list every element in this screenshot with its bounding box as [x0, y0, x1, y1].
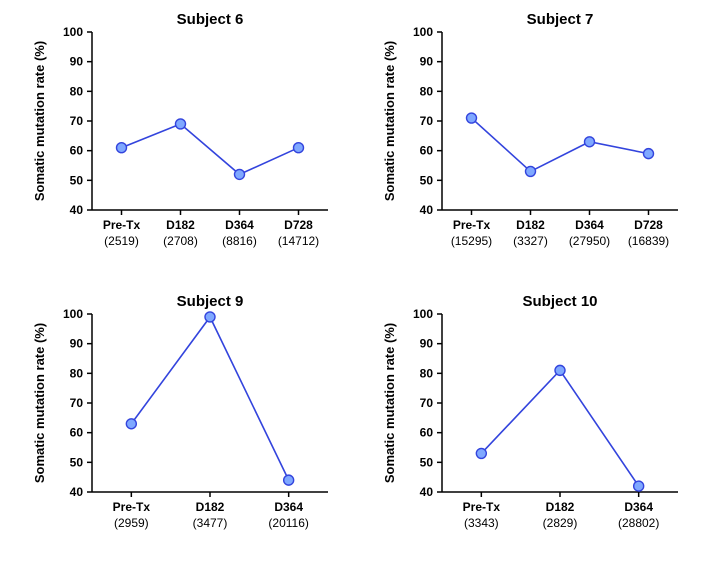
data-point	[126, 419, 136, 429]
data-point	[284, 475, 294, 485]
chart-panel: Subject 10 40 50 60 70 80 90 100 Somatic mutatio…	[370, 290, 690, 550]
y-tick-label: 60	[70, 144, 84, 158]
y-tick-label: 100	[413, 307, 433, 321]
figure-container: Subject 6 40 50 60 70 80 90 100 Somatic mutation…	[0, 0, 704, 568]
y-tick-label: 50	[70, 455, 84, 469]
y-tick-label: 50	[420, 455, 434, 469]
x-tick-count: (3327)	[513, 234, 548, 248]
x-tick-label: Pre-Tx	[453, 218, 491, 232]
y-tick-label: 90	[420, 337, 434, 351]
y-axis-label: Somatic mutation rate (%)	[32, 323, 47, 483]
y-tick-label: 80	[420, 366, 434, 380]
y-tick-label: 40	[70, 485, 84, 499]
data-point	[476, 448, 486, 458]
x-tick-label: Pre-Tx	[103, 218, 141, 232]
x-tick-label: D182	[546, 500, 575, 514]
chart-panel: Subject 9 40 50 60 70 80 90 100 Somatic mutation…	[20, 290, 340, 550]
x-tick-count: (2829)	[543, 516, 578, 530]
data-point	[555, 365, 565, 375]
chart-title: Subject 9	[177, 293, 244, 310]
chart-panel: Subject 7 40 50 60 70 80 90 100 Somatic mutation…	[370, 8, 690, 268]
x-tick-count: (2519)	[104, 234, 139, 248]
y-tick-label: 80	[420, 84, 434, 98]
y-tick-label: 70	[70, 114, 84, 128]
x-tick-label: D364	[624, 500, 653, 514]
x-tick-label: D364	[274, 500, 303, 514]
y-axis-label: Somatic mutation rate (%)	[382, 323, 397, 483]
x-tick-label: D364	[225, 218, 254, 232]
y-tick-label: 50	[70, 173, 84, 187]
y-axis-label: Somatic mutation rate (%)	[382, 41, 397, 201]
y-tick-label: 100	[63, 307, 83, 321]
series-line	[481, 370, 638, 486]
y-tick-label: 70	[420, 396, 434, 410]
y-tick-label: 60	[420, 426, 434, 440]
data-point	[205, 312, 215, 322]
data-point	[634, 481, 644, 491]
x-tick-count: (28802)	[618, 516, 659, 530]
x-tick-count: (3343)	[464, 516, 499, 530]
chart-panel: Subject 6 40 50 60 70 80 90 100 Somatic mutation…	[20, 8, 340, 268]
x-tick-count: (20116)	[268, 516, 308, 530]
x-tick-label: D728	[634, 218, 663, 232]
y-tick-label: 70	[70, 396, 84, 410]
chart-title: Subject 6	[177, 11, 244, 28]
data-point	[526, 166, 536, 176]
x-tick-label: D728	[284, 218, 313, 232]
y-tick-label: 70	[420, 114, 434, 128]
y-tick-label: 50	[420, 173, 434, 187]
y-tick-label: 80	[70, 84, 84, 98]
y-tick-label: 60	[70, 426, 84, 440]
chart-title: Subject 10	[522, 293, 597, 310]
y-tick-label: 80	[70, 366, 84, 380]
x-tick-label: Pre-Tx	[113, 500, 151, 514]
x-tick-label: D182	[516, 218, 545, 232]
series-line	[131, 317, 288, 480]
data-point	[176, 119, 186, 129]
y-axis-label: Somatic mutation rate (%)	[32, 41, 47, 201]
data-point	[117, 143, 127, 153]
data-point	[235, 169, 245, 179]
data-point	[585, 137, 595, 147]
x-tick-label: D182	[196, 500, 225, 514]
x-tick-label: Pre-Tx	[463, 500, 501, 514]
y-tick-label: 100	[63, 25, 83, 39]
x-tick-count: (15295)	[451, 234, 492, 248]
y-tick-label: 90	[420, 55, 434, 69]
y-tick-label: 60	[420, 144, 434, 158]
y-tick-label: 40	[420, 203, 434, 217]
x-tick-label: D182	[166, 218, 195, 232]
y-tick-label: 100	[413, 25, 433, 39]
x-tick-count: (2708)	[163, 234, 198, 248]
data-point	[294, 143, 304, 153]
x-tick-count: (27950)	[569, 234, 610, 248]
x-tick-count: (8816)	[222, 234, 257, 248]
x-tick-count: (2959)	[114, 516, 149, 530]
y-tick-label: 40	[70, 203, 84, 217]
series-line	[122, 124, 299, 174]
y-tick-label: 40	[420, 485, 434, 499]
x-tick-count: (14712)	[278, 234, 319, 248]
y-tick-label: 90	[70, 55, 84, 69]
y-tick-label: 90	[70, 337, 84, 351]
chart-title: Subject 7	[527, 11, 594, 28]
data-point	[467, 113, 477, 123]
x-tick-count: (16839)	[628, 234, 669, 248]
data-point	[644, 149, 654, 159]
x-tick-count: (3477)	[193, 516, 228, 530]
x-tick-label: D364	[575, 218, 604, 232]
series-line	[472, 118, 649, 171]
